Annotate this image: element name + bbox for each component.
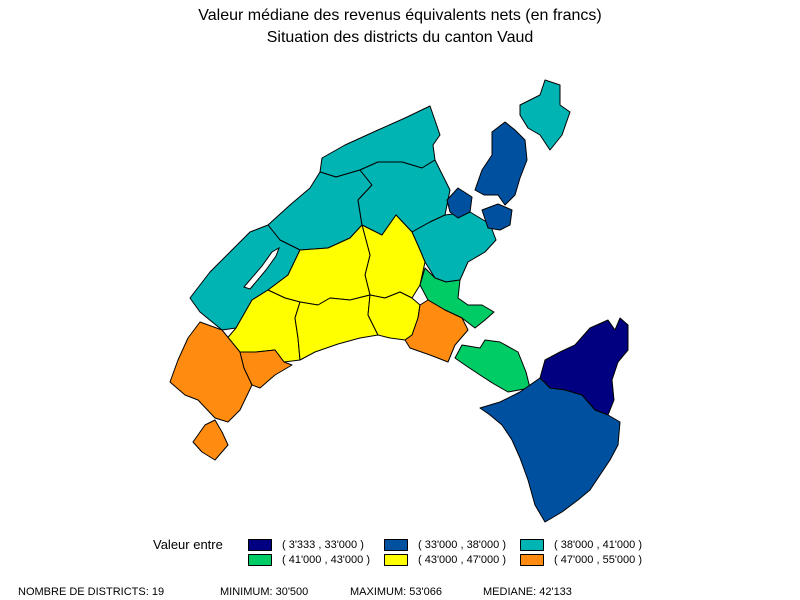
district-payerne: [474, 121, 528, 206]
district-avenches: [519, 79, 571, 151]
legend-label: ( 3'333 , 33'000 ): [282, 539, 364, 551]
district-payerne-west: [446, 187, 473, 219]
district-moudon: [411, 211, 497, 283]
legend-swatch: [384, 539, 408, 551]
legend-item-class5: ( 43'000 , 47'000 ): [384, 553, 506, 567]
legend-item-class4: ( 41'000 , 43'000 ): [248, 553, 370, 567]
legend-label: ( 38'000 , 41'000 ): [554, 539, 642, 551]
legend-item-class2: ( 33'000 , 38'000 ): [384, 538, 506, 552]
stat-maximum: MAXIMUM: 53'066: [350, 586, 442, 598]
district-aigle: [479, 377, 621, 523]
legend-swatch: [520, 554, 544, 566]
legend-label: ( 47'000 , 55'000 ): [554, 554, 642, 566]
legend-label: ( 41'000 , 43'000 ): [282, 554, 370, 566]
legend-swatch: [248, 554, 272, 566]
legend-label: ( 33'000 , 38'000 ): [418, 539, 506, 551]
district-lausanne-west: [294, 294, 379, 361]
legend-item-class3: ( 38'000 , 41'000 ): [520, 538, 642, 552]
stat-count: NOMBRE DE DISTRICTS: 19: [18, 586, 165, 598]
district-rolle: [239, 349, 293, 389]
stat-median: MEDIANE: 42'133: [483, 586, 572, 598]
district-lavaux: [404, 299, 469, 363]
legend-item-class6: ( 47'000 , 55'000 ): [520, 553, 642, 567]
legend-swatch: [248, 539, 272, 551]
legend-label: ( 43'000 , 47'000 ): [418, 554, 506, 566]
legend-item-class1: ( 3'333 , 33'000 ): [248, 538, 364, 552]
map-subtitle: Situation des districts du canton Vaud: [266, 29, 534, 46]
stat-minimum: MINIMUM: 30'500: [220, 586, 309, 598]
district-vevey: [454, 339, 531, 393]
district-payerne-south: [481, 203, 513, 231]
map-title: Valeur médiane des revenus équivalents n…: [198, 7, 602, 24]
legend-swatch: [384, 554, 408, 566]
district-coppet: [192, 419, 229, 461]
legend-title: Valeur entre: [153, 537, 223, 552]
lac-de-joux: [243, 246, 280, 290]
legend-swatch: [520, 539, 544, 551]
